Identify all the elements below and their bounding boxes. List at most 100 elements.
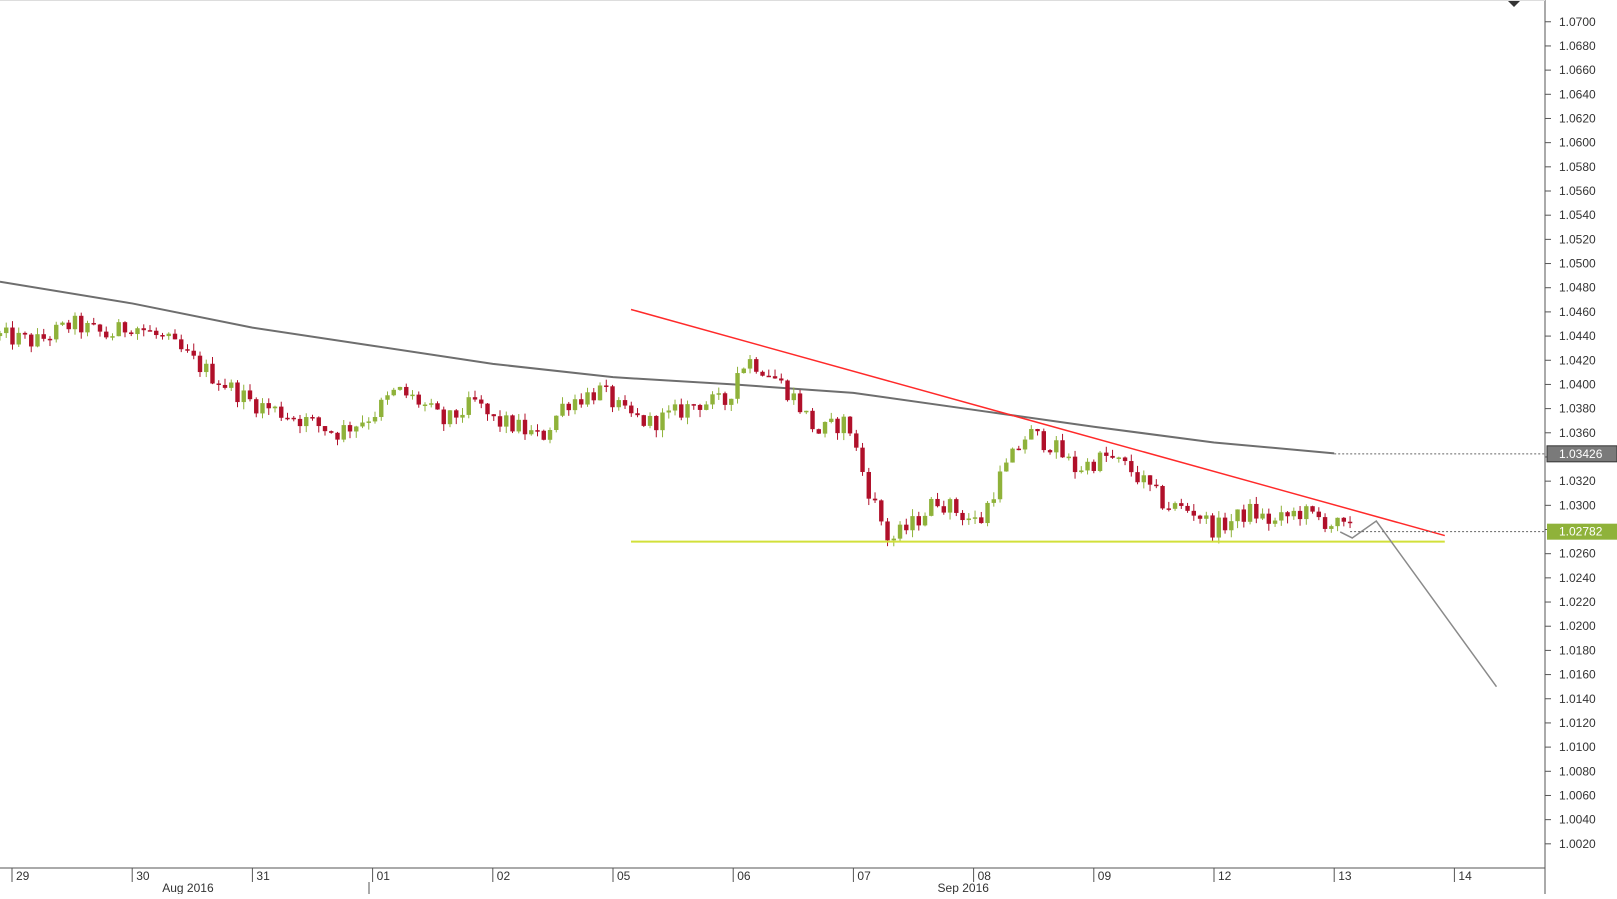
candle-body: [772, 376, 778, 379]
candle-body: [385, 395, 390, 400]
candle-body: [1016, 448, 1021, 451]
candle-body: [547, 429, 553, 440]
candle-body: [35, 334, 40, 347]
candle-body: [235, 382, 240, 403]
candle-body: [1116, 457, 1122, 459]
candle-body: [941, 506, 946, 513]
candle-body: [429, 403, 434, 405]
candle-body: [685, 404, 690, 418]
candle-body: [216, 383, 221, 385]
candle-body: [72, 315, 78, 330]
candle-body: [610, 386, 615, 408]
candle-body: [666, 410, 671, 413]
candle-body: [1222, 517, 1228, 531]
candle-body: [922, 515, 928, 526]
candle-body: [41, 334, 46, 339]
candle-body: [1135, 472, 1140, 483]
candle-body: [1285, 512, 1290, 517]
x-tick-label: 30: [136, 869, 150, 883]
candle-body: [791, 393, 796, 401]
x-tick-label: 01: [377, 869, 391, 883]
moving-average-line: [0, 280, 1335, 455]
candle-body: [1060, 440, 1065, 458]
candle-body: [179, 339, 184, 350]
y-tick-label: 1.0520: [1559, 232, 1596, 246]
y-tick-label: 1.0020: [1559, 837, 1596, 851]
candle-body: [1297, 510, 1303, 520]
candle-body: [379, 399, 384, 418]
x-tick-label: 13: [1338, 869, 1352, 883]
candle-body: [372, 417, 378, 422]
candle-body: [929, 498, 934, 516]
candle-body: [1197, 515, 1203, 519]
candle-body: [822, 421, 828, 434]
candle-body: [629, 405, 634, 414]
candle-body: [354, 426, 359, 432]
candle-body: [316, 417, 321, 427]
candle-body: [472, 397, 478, 400]
candle-body: [1066, 456, 1071, 459]
candle-body: [1210, 515, 1215, 538]
candle-body: [404, 386, 409, 396]
candle-body: [710, 394, 715, 405]
y-tick-label: 1.0080: [1559, 764, 1596, 778]
candle-body: [935, 498, 940, 507]
drawing-layer: [630, 308, 1545, 688]
month-label: Aug 2016: [162, 881, 214, 894]
candle-body: [335, 432, 340, 440]
candle-body: [460, 414, 465, 418]
candle-body: [960, 512, 965, 521]
candle-body: [422, 404, 428, 407]
candle-body: [435, 403, 440, 410]
candle-body: [1235, 509, 1240, 522]
candle-body: [304, 417, 309, 427]
candle-body: [266, 403, 271, 409]
candle-body: [1335, 517, 1340, 527]
candle-body: [1247, 503, 1253, 522]
candle-body: [1179, 503, 1184, 506]
candle-body: [97, 324, 103, 332]
candle-body: [766, 375, 771, 378]
candle-body: [529, 430, 534, 435]
candle-body: [1229, 521, 1234, 531]
y-tick-label: 1.0040: [1559, 813, 1596, 827]
candle-body: [635, 413, 640, 416]
candle-body: [797, 393, 803, 413]
candle-body: [1029, 429, 1034, 440]
candle-body: [1129, 461, 1134, 473]
candle-body: [79, 315, 84, 333]
candle-body: [816, 429, 821, 434]
candle-body: [1322, 517, 1328, 529]
candle-body: [1054, 440, 1059, 453]
candle-body: [22, 332, 28, 335]
candle-body: [1204, 515, 1209, 519]
candle-body: [1291, 510, 1297, 517]
candle-body: [810, 410, 815, 430]
x-tick-label: 08: [978, 869, 992, 883]
candle-body: [704, 404, 709, 410]
candle-body: [891, 538, 896, 541]
candle-body: [847, 416, 853, 434]
candle-body: [1272, 520, 1278, 524]
candle-body: [341, 425, 346, 440]
candle-body: [735, 373, 740, 399]
candle-body: [479, 399, 484, 404]
candle-body: [129, 332, 134, 335]
candle-body: [1035, 429, 1040, 432]
candle-body: [60, 322, 65, 325]
candle-body: [104, 331, 109, 338]
candle-body: [497, 416, 503, 427]
y-tick-label: 1.0420: [1559, 353, 1596, 367]
candle-body: [1041, 431, 1046, 451]
candle-body: [360, 422, 365, 427]
resistance-trendline: [630, 308, 1445, 537]
candle-body: [135, 328, 140, 335]
chevron-down-icon: [1508, 1, 1520, 7]
x-tick-label: 12: [1218, 869, 1232, 883]
candle-body: [1085, 461, 1090, 471]
x-tick-label: 07: [857, 869, 871, 883]
candle-body: [647, 415, 653, 426]
ma-price-label: 1.03426: [1559, 447, 1603, 461]
candle-body: [10, 327, 15, 345]
